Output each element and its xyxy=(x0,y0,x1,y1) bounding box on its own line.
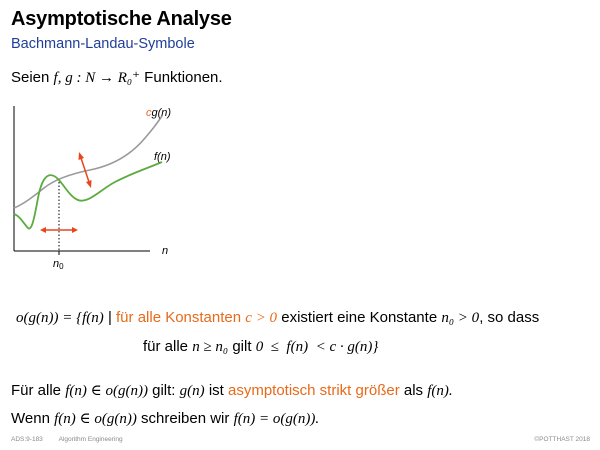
arrow-bottom-head xyxy=(86,180,92,188)
def-tail: , so dass xyxy=(479,309,540,326)
def-lhs: o(g(n)) = {f(n) xyxy=(16,310,104,326)
s1-math1: f(n) ∈ o(g(n)) xyxy=(65,383,148,399)
footer-middle: Algorithm Engineering xyxy=(58,436,123,443)
x-axis-label: n xyxy=(162,245,168,257)
f-label: f(n) xyxy=(154,151,171,163)
cg-curve xyxy=(13,115,163,209)
intro-prefix: Seien xyxy=(11,69,54,86)
def-n0: n₀ > 0 xyxy=(441,310,480,326)
slide-footer: ADS:9-183 Algorithm Engineering ©POTTHAS… xyxy=(11,436,590,443)
def2-prefix: für alle xyxy=(143,338,189,355)
f-curve xyxy=(13,161,163,230)
statement-2: Wenn f(n) ∈ o(g(n)) schreiben wir f(n) =… xyxy=(11,409,319,428)
s1-prefix: Für alle xyxy=(11,382,62,399)
def-orange-text: für alle Konstanten xyxy=(116,309,242,326)
asymptotic-plot: cg(n) f(n) n n0 xyxy=(13,106,171,271)
arrow-left-head xyxy=(40,227,46,233)
def2-cond: n ≥ n₀ xyxy=(192,339,229,355)
intro-suffix: Funktionen. xyxy=(140,69,223,86)
footer-left: ADS:9-183 xyxy=(11,436,43,443)
intro-math: f, g : N → R₀⁺ xyxy=(53,70,141,86)
s1-math2: g(n) xyxy=(179,383,205,399)
def-mid: existiert eine Konstante xyxy=(281,309,438,326)
s1-mid3: als xyxy=(403,382,424,399)
s1-orange: asymptotisch strikt größer xyxy=(227,382,400,399)
s1-mid: gilt: xyxy=(152,382,176,399)
footer-right: ©POTTHAST 2018 xyxy=(534,436,590,443)
arrow-top-head xyxy=(78,152,84,160)
s2-mid: schreiben wir xyxy=(141,410,230,427)
def-bar: | xyxy=(107,309,112,326)
definition-line-2: für alle n ≥ n₀ gilt 0 ≤ f(n) < c · g(n)… xyxy=(143,338,378,356)
definition-line-1: o(g(n)) = {f(n) | für alle Konstanten c … xyxy=(16,309,539,327)
cg-label: cg(n) xyxy=(146,107,171,119)
def2-ineq: 0 ≤ f(n) < c · g(n)} xyxy=(255,339,379,355)
s2-math2: f(n) = o(g(n)). xyxy=(233,411,320,427)
vertical-arrow xyxy=(80,157,90,183)
s1-math3: f(n). xyxy=(427,383,453,399)
def2-mid: gilt xyxy=(232,338,252,355)
def-orange-math: c > 0 xyxy=(245,310,278,326)
n0-label: n0 xyxy=(53,258,64,271)
s2-math1: f(n) ∈ o(g(n)) xyxy=(54,411,137,427)
intro-text: Seien f, g : N → R₀⁺ Funktionen. xyxy=(11,68,223,87)
statement-1: Für alle f(n) ∈ o(g(n)) gilt: g(n) ist a… xyxy=(11,381,453,400)
s2-prefix: Wenn xyxy=(11,410,50,427)
slide-subtitle: Bachmann-Landau-Symbole xyxy=(11,36,195,52)
arrow-right-head xyxy=(72,227,78,233)
slide-title: Asymptotische Analyse xyxy=(11,8,232,30)
s1-mid2: ist xyxy=(208,382,224,399)
